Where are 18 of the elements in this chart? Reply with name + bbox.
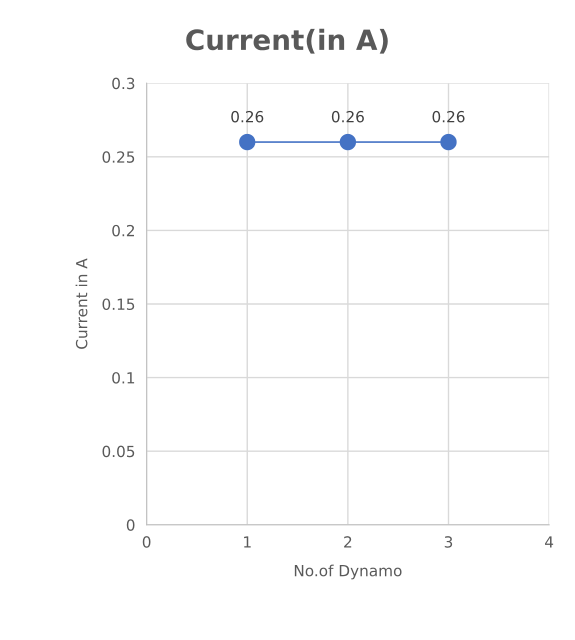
x-tick-label: 2 (344, 536, 352, 548)
y-tick-label: 0.3 (112, 78, 134, 90)
x-tick-label: 0 (142, 536, 150, 548)
x-tick-label: 1 (244, 536, 251, 548)
x-tick-label: 3 (444, 536, 452, 548)
data-label: 0.26 (332, 110, 364, 122)
x-tick-label: 4 (545, 536, 554, 548)
data-label: 0.26 (432, 110, 465, 122)
y-tick-label: 0.05 (102, 446, 134, 458)
y-tick-label: 0 (126, 519, 134, 531)
y-tick-label: 0.15 (102, 298, 134, 310)
y-tick-label: 0.25 (102, 151, 134, 163)
y-tick-label: 0.2 (112, 224, 134, 236)
x-axis-title: No.of Dynamo (294, 564, 402, 580)
data-label: 0.26 (231, 110, 264, 122)
chart-title: Current(in A) (186, 28, 388, 54)
y-axis-title: Current in A (76, 258, 88, 349)
y-tick-label: 0.1 (112, 372, 134, 384)
